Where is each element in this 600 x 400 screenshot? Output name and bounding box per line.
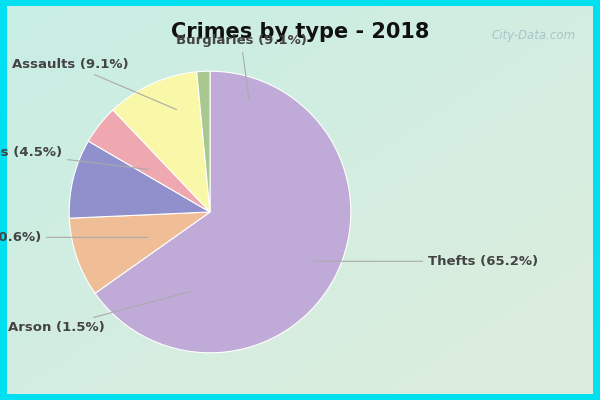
Text: Auto thefts (10.6%): Auto thefts (10.6%): [0, 231, 148, 244]
Text: Arson (1.5%): Arson (1.5%): [8, 292, 190, 334]
Text: City-Data.com: City-Data.com: [491, 29, 575, 42]
Text: Thefts (65.2%): Thefts (65.2%): [314, 255, 538, 268]
Wedge shape: [95, 71, 351, 353]
Text: Burglaries (9.1%): Burglaries (9.1%): [176, 34, 307, 100]
Text: Crimes by type - 2018: Crimes by type - 2018: [171, 22, 429, 42]
Wedge shape: [197, 71, 210, 212]
Wedge shape: [113, 72, 210, 212]
Wedge shape: [70, 212, 210, 293]
Wedge shape: [88, 110, 210, 212]
Text: Assaults (9.1%): Assaults (9.1%): [12, 58, 176, 110]
Text: Rapes (4.5%): Rapes (4.5%): [0, 146, 148, 170]
Wedge shape: [69, 141, 210, 218]
